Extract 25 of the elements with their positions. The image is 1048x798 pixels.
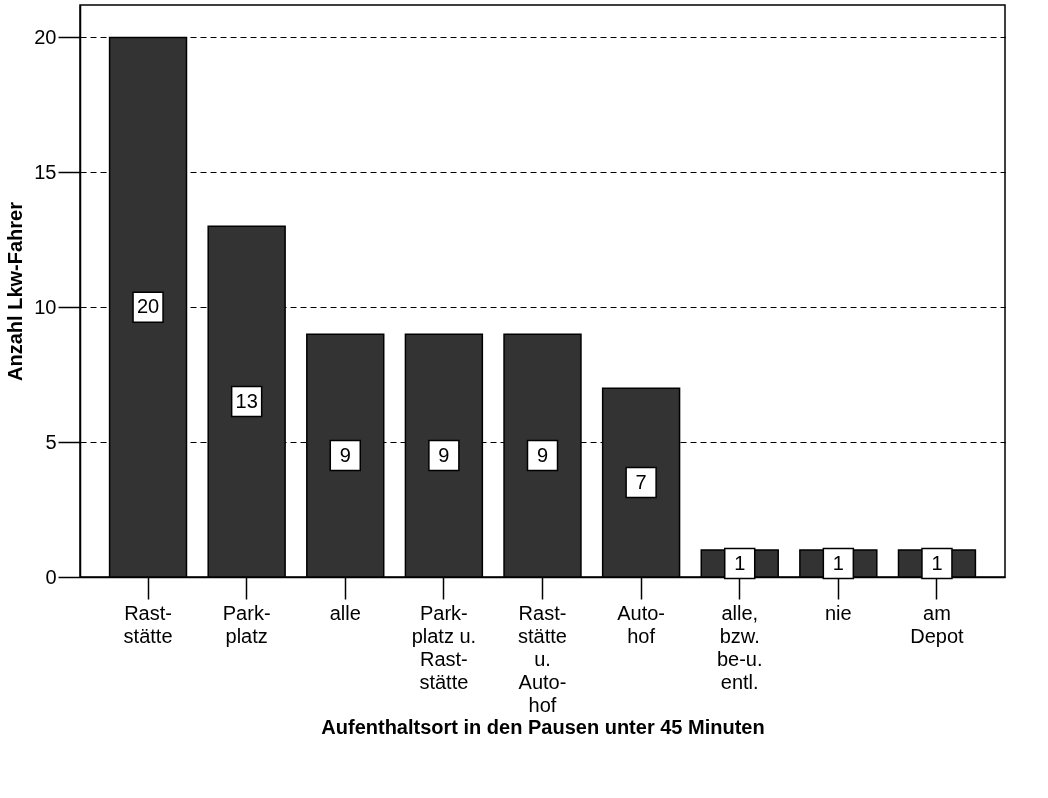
x-axis-title: Aufenthaltsort in den Pausen unter 45 Minuten [321, 715, 765, 738]
x-tick-label: nie [824, 601, 852, 624]
data-label: 9 [438, 443, 450, 466]
data-label: 1 [832, 551, 844, 574]
y-tick-label: 15 [34, 160, 57, 183]
y-axis-title: Anzahl Lkw-Fahrer [4, 201, 27, 381]
data-label: 1 [734, 551, 746, 574]
data-label: 7 [635, 470, 647, 493]
x-tick-label: Park- platz u. Rast- stätte [411, 601, 477, 693]
x-tick-label: Auto- hof [617, 601, 666, 647]
x-tick-label: alle, bzw. be-u. entl. [716, 601, 763, 693]
data-label: 9 [536, 443, 549, 466]
x-tick-label: am Depot [910, 601, 965, 647]
x-tick-label: alle [329, 601, 361, 624]
data-label: 1 [931, 551, 943, 574]
x-tick-label: Park- platz [222, 601, 271, 647]
y-tick-label: 20 [34, 25, 57, 48]
y-tick-label: 10 [34, 295, 57, 318]
data-label: 13 [235, 389, 258, 412]
data-label: 9 [339, 443, 351, 466]
x-tick-label: Rast- stätte u. Auto- hof [518, 601, 567, 716]
y-tick-label: 5 [45, 430, 57, 453]
y-tick-label: 0 [45, 565, 57, 588]
data-label: 20 [136, 295, 160, 318]
x-tick-label: Rast- stätte [123, 601, 173, 647]
